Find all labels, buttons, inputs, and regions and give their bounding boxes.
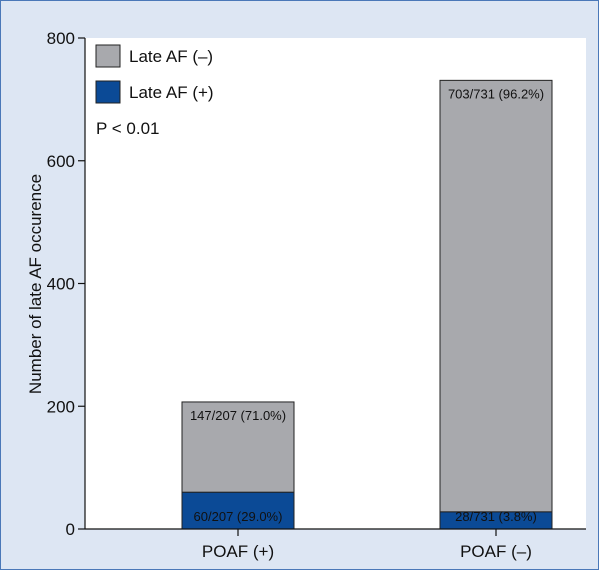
bar-late-af-positive-0 (181, 491, 295, 530)
bar-data-label: 28/731 (3.8%) (455, 509, 537, 524)
bar-data-label: 60/207 (29.0%) (194, 509, 283, 524)
y-ticks-group: 0 200 400 600 800 (47, 29, 85, 539)
bar-late-af-negative-1 (439, 79, 553, 513)
y-tick-label: 200 (47, 397, 75, 416)
y-axis-label: Number of late AF occurence (26, 174, 45, 394)
bar-data-label: 703/731 (96.2%) (448, 86, 544, 101)
y-tick-label: 600 (47, 152, 75, 171)
y-tick-label: 0 (66, 520, 75, 539)
bar-data-label: 147/207 (71.0%) (190, 408, 286, 423)
bar-late-af-negative-0 (181, 401, 295, 493)
y-tick-label: 400 (47, 275, 75, 294)
legend-swatch (95, 80, 121, 104)
x-tick-label: POAF (–) (460, 542, 532, 561)
bars-group (181, 79, 553, 530)
legend-label: Late AF (+) (129, 83, 214, 102)
legend-label: Late AF (–) (129, 47, 213, 66)
x-ticks-group: POAF (+) POAF (–) (202, 529, 532, 561)
bar-labels-group: 60/207 (29.0%) 147/207 (71.0%) 28/731 (3.8… (190, 86, 544, 524)
y-tick-label: 800 (47, 29, 75, 48)
legend-swatch (95, 44, 121, 68)
x-tick-label: POAF (+) (202, 542, 274, 561)
legend: Late AF (–) Late AF (+) (95, 44, 214, 104)
p-value-annotation: P < 0.01 (96, 119, 160, 138)
